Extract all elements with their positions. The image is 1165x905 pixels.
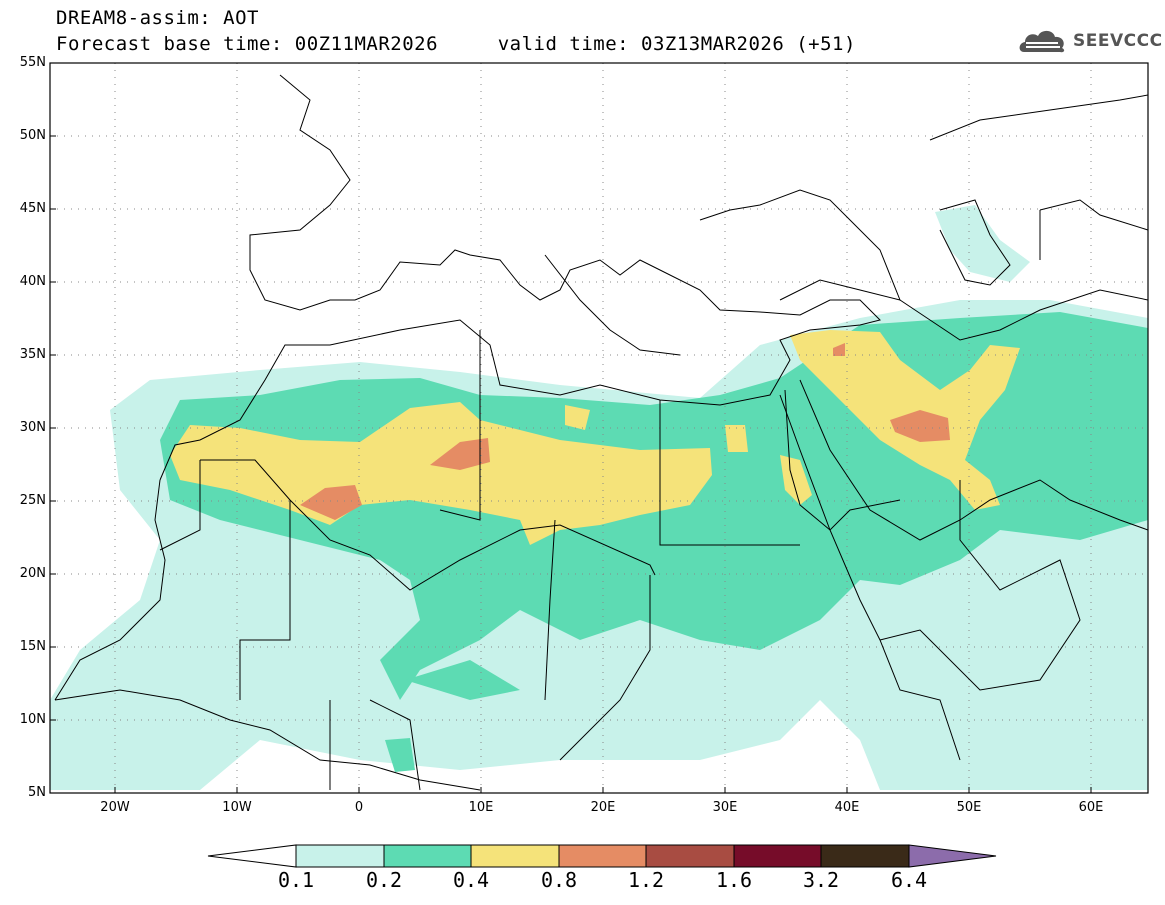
lat-label: 55N	[19, 55, 46, 70]
lon-label: 60E	[1078, 800, 1104, 815]
aot-band-0.4	[780, 455, 812, 505]
lon-label: 20W	[100, 800, 130, 815]
colorbar-label: 0.4	[452, 868, 490, 892]
colorbar	[207, 844, 997, 868]
colorbar-label: 0.8	[540, 868, 578, 892]
colorbar-label: 1.6	[715, 868, 753, 892]
aot-band-0.8	[833, 343, 845, 356]
lon-label: 30E	[712, 800, 738, 815]
coastlines	[54, 74, 1148, 791]
lon-label: 20E	[590, 800, 616, 815]
lat-label: 15N	[19, 639, 46, 654]
lat-label: 30N	[19, 420, 46, 435]
lon-label: 0	[354, 800, 364, 815]
aot-band-0.2	[405, 660, 520, 700]
colorbar-cell	[820, 844, 910, 868]
lon-label: 10E	[468, 800, 494, 815]
cloud-icon	[1019, 30, 1065, 53]
aot-band-0.4	[565, 405, 590, 430]
lat-label: 45N	[19, 201, 46, 216]
lon-label: 50E	[956, 800, 982, 815]
seevccc-logo: SEEVCCC	[1018, 26, 1163, 56]
lon-label: 40E	[834, 800, 860, 815]
lat-label: 40N	[19, 274, 46, 289]
colorbar-cell	[295, 844, 385, 868]
lon-label: 10W	[222, 800, 252, 815]
colorbar-cell	[645, 844, 735, 868]
colorbar-cell	[383, 844, 472, 868]
aot-band-0.4	[170, 402, 712, 545]
aot-band-0.1	[935, 205, 1030, 282]
tick-marks	[50, 135, 1092, 793]
colorbar-label: 1.2	[627, 868, 665, 892]
colorbar-label: 3.2	[802, 868, 840, 892]
colorbar-cell	[470, 844, 560, 868]
aot-band-0.8	[890, 410, 950, 442]
colorbar-cell	[558, 844, 647, 868]
logo-text: SEEVCCC	[1073, 31, 1163, 51]
colorbar-over-arrow	[908, 844, 997, 868]
lat-label: 10N	[19, 712, 46, 727]
map-title: DREAM8-assim: AOT	[56, 7, 259, 29]
aot-field	[50, 205, 1148, 790]
colorbar-under-arrow	[207, 844, 297, 868]
forecast-time-line: Forecast base time: 00Z11MAR2026 valid t…	[56, 33, 856, 55]
colorbar-cell	[733, 844, 822, 868]
lat-label: 35N	[19, 347, 46, 362]
colorbar-label: 0.1	[277, 868, 315, 892]
lat-label: 50N	[19, 128, 46, 143]
colorbar-label: 6.4	[890, 868, 928, 892]
lat-label: 5N	[28, 785, 46, 800]
aot-band-0.8	[430, 438, 490, 470]
aot-band-0.2	[385, 738, 415, 772]
lat-label: 25N	[19, 493, 46, 508]
graticule	[50, 63, 1148, 793]
colorbar-label: 0.2	[365, 868, 403, 892]
aot-band-0.8	[300, 485, 362, 520]
aot-band-0.4	[725, 425, 748, 452]
lat-label: 20N	[19, 566, 46, 581]
